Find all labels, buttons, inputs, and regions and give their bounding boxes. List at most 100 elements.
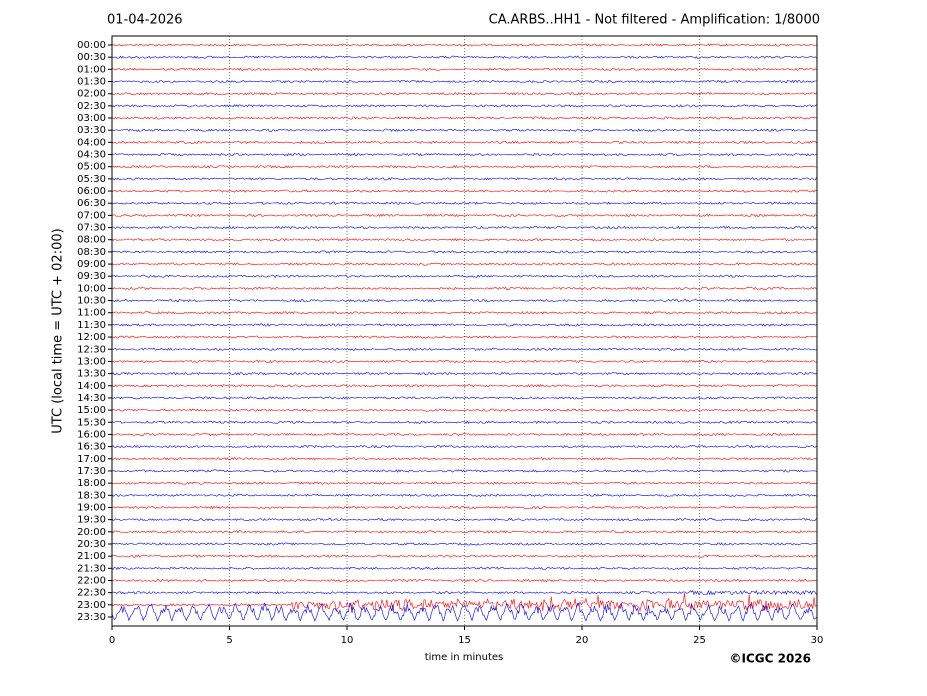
- y-tick-label: 09:00: [77, 259, 106, 270]
- y-tick-label: 06:30: [77, 198, 106, 209]
- y-tick-label: 21:30: [77, 563, 106, 574]
- y-tick-label: 07:30: [77, 223, 106, 234]
- y-axis-label: UTC (local time = UTC + 02:00): [51, 228, 66, 433]
- x-tick-label: 5: [226, 635, 232, 646]
- y-tick-label: 17:00: [77, 454, 106, 465]
- y-tick-label: 05:00: [77, 162, 106, 173]
- trace: [112, 128, 817, 132]
- trace: [112, 493, 817, 497]
- y-tick-label: 03:00: [77, 113, 106, 124]
- trace: [112, 164, 817, 169]
- trace: [112, 116, 817, 120]
- trace: [112, 347, 817, 351]
- trace: [112, 262, 817, 266]
- trace: [112, 43, 817, 47]
- y-tick-label: 12:30: [77, 344, 106, 355]
- trace: [112, 359, 817, 364]
- y-tick-label: 23:00: [77, 600, 106, 611]
- trace: [112, 298, 817, 303]
- trace: [112, 140, 817, 145]
- traces: [112, 43, 817, 622]
- trace: [112, 152, 817, 157]
- y-tick-label: 00:00: [77, 40, 106, 51]
- y-tick-label: 04:30: [77, 150, 106, 161]
- trace: [112, 542, 817, 546]
- x-tick-label: 10: [341, 635, 354, 646]
- y-tick-label: 02:00: [77, 89, 106, 100]
- trace: [112, 177, 817, 181]
- x-tick-label: 0: [109, 635, 115, 646]
- chart-title: CA.ARBS..HH1 - Not filtered - Amplificat…: [489, 13, 820, 28]
- y-tick-label: 18:00: [77, 478, 106, 489]
- x-tick-label: 15: [458, 635, 471, 646]
- x-tick-label: 30: [811, 635, 824, 646]
- trace: [112, 444, 817, 449]
- trace: [112, 274, 817, 278]
- trace: [112, 396, 817, 400]
- x-tick-label: 20: [576, 635, 589, 646]
- trace: [112, 213, 817, 218]
- trace: [112, 469, 817, 473]
- x-tick-label: 25: [693, 635, 706, 646]
- trace: [112, 372, 817, 376]
- trace: [112, 517, 817, 522]
- trace: [112, 250, 817, 254]
- y-tick-label: 05:30: [77, 174, 106, 185]
- y-tick-label: 16:00: [77, 429, 106, 440]
- y-tick-label: 21:00: [77, 551, 106, 562]
- trace: [112, 505, 817, 510]
- y-tick-label: 16:30: [77, 442, 106, 453]
- trace: [112, 432, 817, 437]
- trace: [112, 589, 817, 596]
- y-tick-label: 01:00: [77, 64, 106, 75]
- date: 01-04-2026: [107, 13, 183, 28]
- trace: [112, 225, 817, 230]
- y-tick-label: 22:30: [77, 588, 106, 599]
- trace: [112, 578, 817, 583]
- y-tick-label: 19:00: [77, 502, 106, 513]
- trace: [112, 457, 817, 461]
- y-tick-label: 13:00: [77, 356, 106, 367]
- y-tick-label: 18:30: [77, 490, 106, 501]
- y-tick-label: 11:30: [77, 320, 106, 331]
- y-tick-label: 19:30: [77, 515, 106, 526]
- y-tick-label: 15:30: [77, 417, 106, 428]
- trace: [112, 55, 817, 59]
- y-tick-label: 22:00: [77, 575, 106, 586]
- trace: [112, 566, 817, 571]
- trace: [112, 311, 817, 315]
- copyright: ©ICGC 2026: [729, 652, 811, 666]
- trace: [112, 420, 817, 424]
- y-tick-label: 10:00: [77, 283, 106, 294]
- trace: [112, 593, 817, 612]
- y-tick-label: 20:30: [77, 539, 106, 550]
- trace: [112, 238, 817, 242]
- trace: [112, 286, 817, 291]
- y-tick-label: 06:00: [77, 186, 106, 197]
- y-tick-label: 10:30: [77, 296, 106, 307]
- y-tick-label: 11:00: [77, 308, 106, 319]
- trace: [112, 104, 817, 108]
- y-tick-label: 00:30: [77, 52, 106, 63]
- y-tick-label: 14:00: [77, 381, 106, 392]
- y-tick-label: 08:30: [77, 247, 106, 258]
- y-tick-label: 23:30: [77, 612, 106, 623]
- trace: [112, 201, 817, 205]
- trace: [112, 79, 817, 84]
- trace: [112, 323, 817, 327]
- trace: [112, 408, 817, 412]
- y-tick-label: 07:00: [77, 210, 106, 221]
- y-tick-label: 12:00: [77, 332, 106, 343]
- y-tick-label: 14:30: [77, 393, 106, 404]
- trace: [112, 189, 817, 193]
- trace: [112, 530, 817, 534]
- x-axis-label: time in minutes: [425, 652, 504, 663]
- y-tick-label: 04:00: [77, 137, 106, 148]
- y-tick-label: 17:30: [77, 466, 106, 477]
- trace: [112, 554, 817, 558]
- trace: [112, 91, 817, 96]
- y-tick-label: 01:30: [77, 77, 106, 88]
- y-tick-label: 09:30: [77, 271, 106, 282]
- y-tick-label: 08:00: [77, 235, 106, 246]
